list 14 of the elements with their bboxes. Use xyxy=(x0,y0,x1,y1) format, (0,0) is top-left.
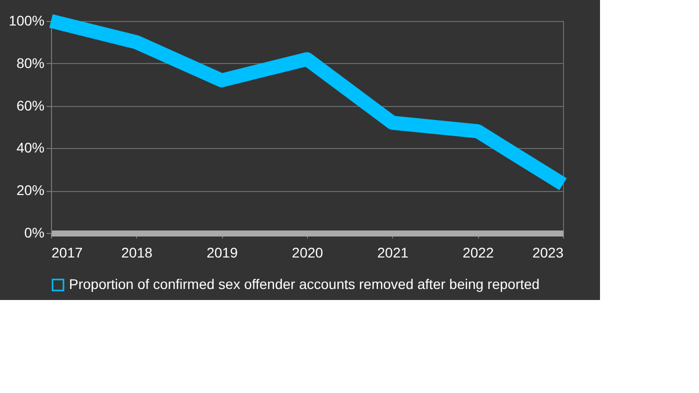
x-tick-label: 2019 xyxy=(206,244,238,260)
x-tick-label: 2021 xyxy=(377,244,409,260)
legend-label: Proportion of confirmed sex offender accounts removed after being reported xyxy=(69,276,540,292)
x-tick-label: 2018 xyxy=(121,244,153,260)
y-tick-label: 40% xyxy=(16,140,44,156)
y-tick-label: 80% xyxy=(16,54,44,71)
x-tick-label: 2022 xyxy=(462,244,494,260)
x-tick-label: 2020 xyxy=(292,244,324,260)
x-tick-label: 2023 xyxy=(532,244,564,260)
y-tick-label: 20% xyxy=(16,182,44,198)
y-tick-label: 0% xyxy=(24,224,44,240)
x-tick-label: 2017 xyxy=(52,244,83,260)
y-tick-label: 100% xyxy=(8,12,44,28)
y-tick-label: 60% xyxy=(16,97,44,114)
